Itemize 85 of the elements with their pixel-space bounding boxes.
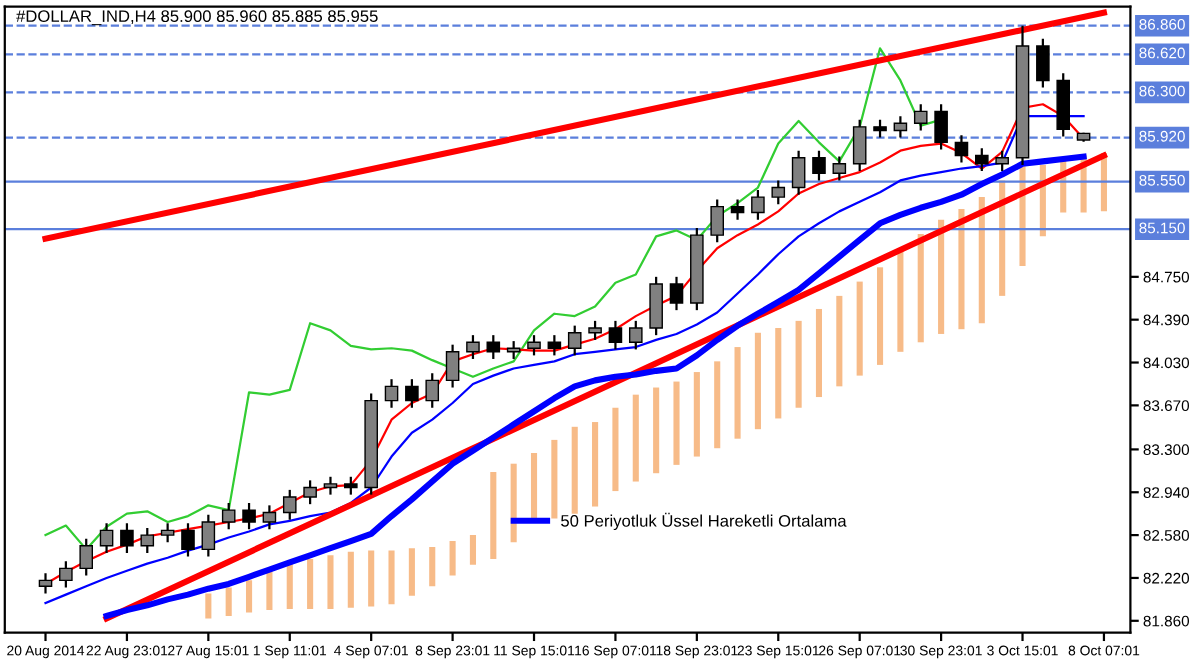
bar <box>693 372 700 457</box>
bar <box>775 328 782 419</box>
bar <box>551 439 558 519</box>
candlestick <box>812 149 826 182</box>
bar <box>673 381 680 465</box>
candlestick <box>323 475 338 496</box>
bar <box>754 332 761 430</box>
bar <box>286 563 293 609</box>
candlestick <box>852 118 867 173</box>
bar <box>958 208 965 330</box>
candlestick <box>120 522 134 555</box>
legend-label: 50 Periyotluk Üssel Hareketli Ortalama <box>561 512 847 531</box>
bar <box>815 308 823 398</box>
bar <box>510 463 517 543</box>
candlestick <box>59 560 73 589</box>
bar <box>429 547 436 587</box>
bar <box>734 347 741 439</box>
bar <box>876 267 884 365</box>
bar <box>592 422 599 507</box>
bar <box>897 250 904 352</box>
candlestick <box>405 378 419 409</box>
candlestick <box>221 501 236 531</box>
candlestick <box>893 115 908 139</box>
candlestick <box>628 319 643 351</box>
bar <box>612 407 619 492</box>
candlestick <box>486 334 501 361</box>
bar <box>225 587 232 617</box>
candlestick <box>262 504 277 531</box>
candlestick <box>588 319 602 342</box>
chart-title: #DOLLAR_IND,H4 85.900 85.960 85.885 85.955 <box>16 10 378 26</box>
bar <box>836 295 843 387</box>
candlestick <box>975 147 989 173</box>
bar <box>978 197 985 324</box>
bar <box>205 593 212 619</box>
candlestick <box>954 134 969 164</box>
bar <box>530 452 538 521</box>
candlestick <box>649 275 663 337</box>
bar <box>938 219 945 334</box>
candlestick <box>751 188 765 221</box>
candlestick <box>99 522 114 555</box>
candlestick <box>466 334 480 361</box>
candlestick <box>79 537 94 577</box>
candlestick <box>140 526 155 555</box>
candlestick <box>384 378 399 409</box>
candlestick <box>913 103 928 132</box>
candlestick <box>445 343 460 389</box>
bar <box>653 387 660 474</box>
bar <box>449 541 456 576</box>
bar <box>571 426 578 514</box>
bar <box>347 551 354 608</box>
bar <box>307 558 314 609</box>
candlestick <box>608 319 623 351</box>
bar <box>327 555 334 609</box>
candlestick <box>669 275 684 312</box>
bar <box>469 535 477 565</box>
candlestick <box>527 334 541 357</box>
candlestick <box>242 501 256 531</box>
candlestick <box>160 522 175 544</box>
candlestick <box>832 155 847 182</box>
candlestick <box>730 198 745 221</box>
bar <box>795 320 802 408</box>
candlestick <box>181 522 195 558</box>
bar <box>246 580 253 613</box>
bar <box>368 550 375 607</box>
candlestick <box>38 572 53 595</box>
bar <box>266 570 273 611</box>
candlestick <box>201 513 216 558</box>
candlestick <box>1036 37 1050 89</box>
bar <box>714 361 721 449</box>
candlestick <box>547 334 562 357</box>
bar <box>632 394 639 482</box>
candlestick <box>771 179 786 206</box>
bar <box>408 548 415 596</box>
bar <box>917 233 924 343</box>
candlestick <box>425 372 440 409</box>
candlestick <box>934 103 948 151</box>
bar <box>388 550 395 605</box>
bar <box>490 472 497 559</box>
bar <box>856 281 863 376</box>
candlestick <box>282 488 297 521</box>
candlestick <box>995 149 1009 173</box>
candlestick <box>791 149 806 196</box>
candlestick <box>567 324 582 357</box>
candlestick <box>710 198 725 244</box>
candlestick <box>303 479 317 506</box>
